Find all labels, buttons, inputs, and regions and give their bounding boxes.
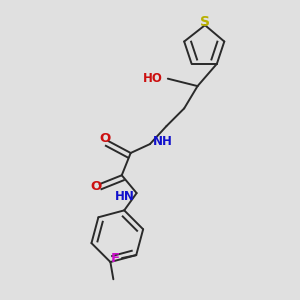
Text: HN: HN [115,190,135,202]
Text: O: O [100,132,111,145]
Text: S: S [200,15,210,28]
Text: O: O [91,180,102,193]
Text: HO: HO [142,72,163,85]
Text: F: F [110,252,120,265]
Text: NH: NH [152,135,172,148]
